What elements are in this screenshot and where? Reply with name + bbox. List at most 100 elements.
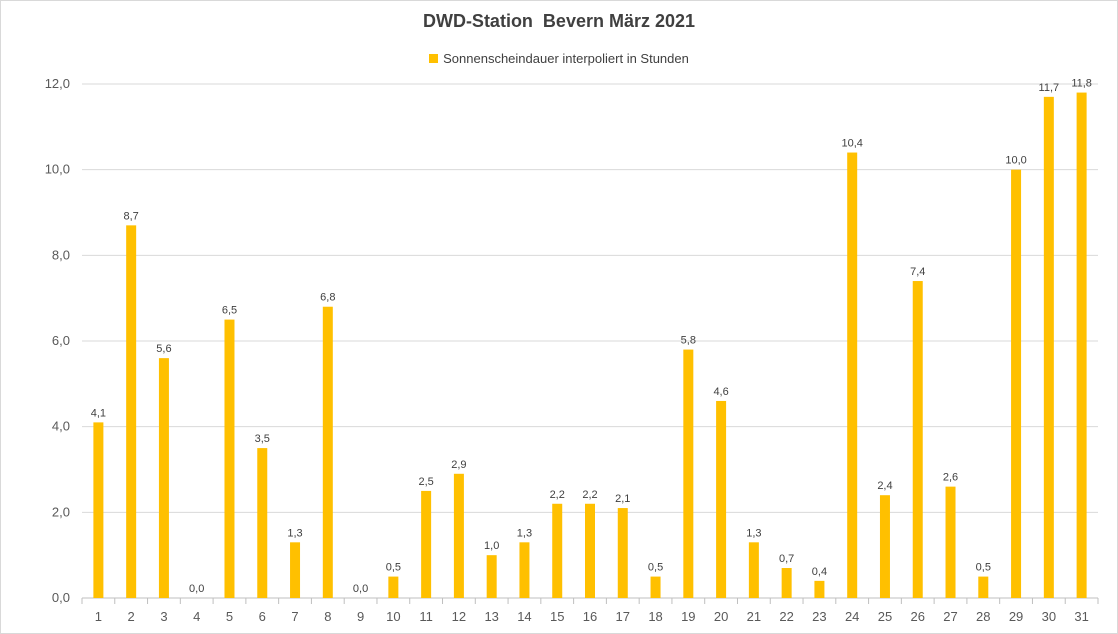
data-label: 0,5 xyxy=(976,562,991,574)
x-tick-label: 9 xyxy=(357,609,364,624)
chart-title: DWD-Station Bevern März 2021 xyxy=(422,11,696,31)
data-label: 1,3 xyxy=(517,527,532,539)
bar xyxy=(158,358,169,598)
bar xyxy=(585,503,595,598)
x-tick-label: 14 xyxy=(517,609,531,624)
bar xyxy=(388,576,399,598)
y-tick-label: 6,0 xyxy=(52,333,70,348)
x-tick-label: 20 xyxy=(714,609,728,624)
x-tick-label: 31 xyxy=(1074,609,1088,624)
x-tick-label: 1 xyxy=(95,609,102,624)
x-tick-label: 3 xyxy=(160,609,167,624)
y-tick-label: 4,0 xyxy=(52,419,70,434)
data-label: 0,0 xyxy=(353,583,368,595)
data-label: 6,8 xyxy=(320,292,335,304)
bar xyxy=(453,473,464,598)
bar xyxy=(716,400,727,598)
x-tick-label: 22 xyxy=(779,609,793,624)
data-label: 2,1 xyxy=(615,493,630,505)
data-label: 11,8 xyxy=(1071,78,1092,90)
x-tick-label: 15 xyxy=(550,609,564,624)
bar xyxy=(224,319,235,598)
data-label: 2,4 xyxy=(877,480,892,492)
data-label: 2,2 xyxy=(582,489,597,501)
x-tick-label: 17 xyxy=(616,609,630,624)
bar xyxy=(126,225,137,598)
data-label: 10,4 xyxy=(841,138,862,150)
bar xyxy=(847,152,858,599)
data-label: 10,0 xyxy=(1005,155,1026,167)
data-label: 5,8 xyxy=(681,335,696,347)
x-tick-label: 10 xyxy=(386,609,400,624)
bar xyxy=(781,568,792,598)
data-label: 0,4 xyxy=(812,566,827,578)
x-tick-label: 11 xyxy=(419,609,433,624)
bar xyxy=(322,306,333,598)
bar xyxy=(650,576,661,598)
x-tick-label: 24 xyxy=(845,609,859,624)
data-label: 5,6 xyxy=(156,343,171,355)
data-label: 2,6 xyxy=(943,472,958,484)
bar xyxy=(912,281,923,598)
x-tick-label: 4 xyxy=(193,609,200,624)
data-label: 0,5 xyxy=(386,562,401,574)
x-tick-label: 29 xyxy=(1009,609,1023,624)
bar xyxy=(486,555,497,598)
bar xyxy=(683,349,694,598)
data-label: 11,7 xyxy=(1039,82,1060,94)
data-label: 0,7 xyxy=(779,553,794,565)
bar xyxy=(421,490,432,598)
data-label: 4,1 xyxy=(91,407,106,419)
bar xyxy=(978,576,989,598)
x-tick-label: 26 xyxy=(911,609,925,624)
data-label: 1,3 xyxy=(746,527,761,539)
bar xyxy=(1043,96,1054,598)
bar xyxy=(748,542,759,598)
x-tick-label: 27 xyxy=(943,609,957,624)
y-tick-label: 12,0 xyxy=(45,76,70,91)
data-label: 6,5 xyxy=(222,305,237,317)
x-tick-label: 5 xyxy=(226,609,233,624)
bar xyxy=(814,580,825,598)
bar xyxy=(1076,92,1087,599)
y-tick-label: 2,0 xyxy=(52,504,70,519)
bar xyxy=(257,448,268,598)
data-label: 2,2 xyxy=(550,489,565,501)
x-tick-label: 30 xyxy=(1042,609,1056,624)
x-tick-label: 6 xyxy=(259,609,266,624)
x-tick-label: 12 xyxy=(452,609,466,624)
bar xyxy=(290,542,301,598)
chart-legend: Sonnenscheindauer interpoliert in Stunde… xyxy=(1,51,1117,66)
y-tick-label: 0,0 xyxy=(52,590,70,605)
bar xyxy=(617,508,628,598)
x-tick-label: 13 xyxy=(484,609,498,624)
data-label: 0,5 xyxy=(648,562,663,574)
x-tick-label: 25 xyxy=(878,609,892,624)
x-tick-label: 18 xyxy=(648,609,662,624)
data-label: 8,7 xyxy=(124,210,139,222)
data-label: 2,9 xyxy=(451,459,466,471)
data-label: 1,0 xyxy=(484,540,499,552)
data-label: 4,6 xyxy=(713,386,728,398)
bar xyxy=(945,486,956,598)
bar xyxy=(93,422,104,598)
data-label: 0,0 xyxy=(189,583,204,595)
bar xyxy=(519,542,530,598)
data-label: 2,5 xyxy=(418,476,433,488)
y-tick-label: 8,0 xyxy=(52,247,70,262)
x-tick-label: 23 xyxy=(812,609,826,624)
x-tick-label: 19 xyxy=(681,609,695,624)
x-tick-label: 28 xyxy=(976,609,990,624)
y-tick-label: 10,0 xyxy=(45,162,70,177)
data-label: 1,3 xyxy=(287,527,302,539)
data-label: 3,5 xyxy=(255,433,270,445)
bar xyxy=(879,495,890,598)
x-tick-label: 7 xyxy=(291,609,298,624)
x-tick-label: 8 xyxy=(324,609,331,624)
data-label: 7,4 xyxy=(910,266,925,278)
x-tick-label: 2 xyxy=(128,609,135,624)
bar xyxy=(552,503,563,598)
legend-swatch xyxy=(429,54,439,63)
bar xyxy=(1011,169,1022,598)
